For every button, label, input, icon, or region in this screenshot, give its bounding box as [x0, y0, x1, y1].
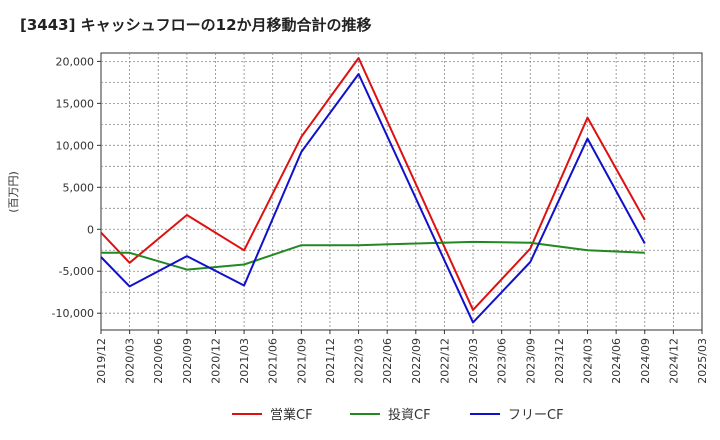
y-tick-label: 15,000	[56, 97, 95, 110]
y-tick-label: -10,000	[52, 307, 94, 320]
x-tick-label: 2025/03	[696, 338, 709, 384]
legend-label: 投資CF	[388, 407, 431, 423]
legend-label: フリーCF	[508, 408, 564, 423]
x-tick-label: 2022/06	[381, 338, 394, 384]
x-tick-label: 2020/12	[209, 338, 222, 384]
x-tick-label: 2023/09	[524, 338, 537, 384]
legend-label: 営業CF	[270, 407, 313, 423]
series-line	[100, 73, 646, 324]
x-tick-label: 2024/06	[610, 338, 623, 384]
y-tick-label: 0	[87, 223, 94, 236]
y-tick-label: 5,000	[63, 181, 95, 194]
x-tick-label: 2020/06	[152, 338, 165, 384]
series-lines	[100, 57, 646, 324]
x-tick-label: 2019/12	[95, 338, 108, 384]
x-tick-label: 2021/06	[267, 338, 280, 384]
y-tick-label: -5,000	[59, 265, 94, 278]
x-tick-label: 2021/09	[295, 338, 308, 384]
y-axis-label: (百万円)	[7, 171, 20, 213]
x-tick-label: 2024/03	[582, 338, 595, 384]
x-tick-label: 2021/03	[238, 338, 251, 384]
legend: 営業CF 投資CF フリーCF	[232, 407, 564, 423]
x-tick-label: 2020/09	[181, 338, 194, 384]
x-tick-label: 2024/09	[639, 338, 652, 384]
x-tick-label: 2023/12	[553, 338, 566, 384]
x-tick-label: 2024/12	[667, 338, 680, 384]
series-line	[101, 240, 645, 271]
chart-title: [3443] キャッシュフローの12か月移動合計の推移	[20, 16, 372, 34]
x-tick-label: 2020/03	[124, 338, 137, 384]
x-tick-label: 2022/12	[438, 338, 451, 384]
y-axis-ticks: -10,000 -5,000 0 5,000 10,000 15,000 20,000	[52, 55, 101, 320]
x-tick-label: 2022/03	[353, 338, 366, 384]
plot-area	[100, 52, 703, 331]
x-tick-label: 2021/12	[324, 338, 337, 384]
y-tick-label: 10,000	[56, 139, 95, 152]
x-tick-label: 2023/06	[496, 338, 509, 384]
x-tick-label: 2023/03	[467, 338, 480, 384]
series-line	[100, 57, 646, 311]
x-axis-ticks: 2019/12 2020/03 2020/06 2020/09 2020/12 2021/…	[95, 330, 709, 384]
y-tick-label: 20,000	[56, 55, 95, 68]
x-tick-label: 2022/09	[410, 338, 423, 384]
